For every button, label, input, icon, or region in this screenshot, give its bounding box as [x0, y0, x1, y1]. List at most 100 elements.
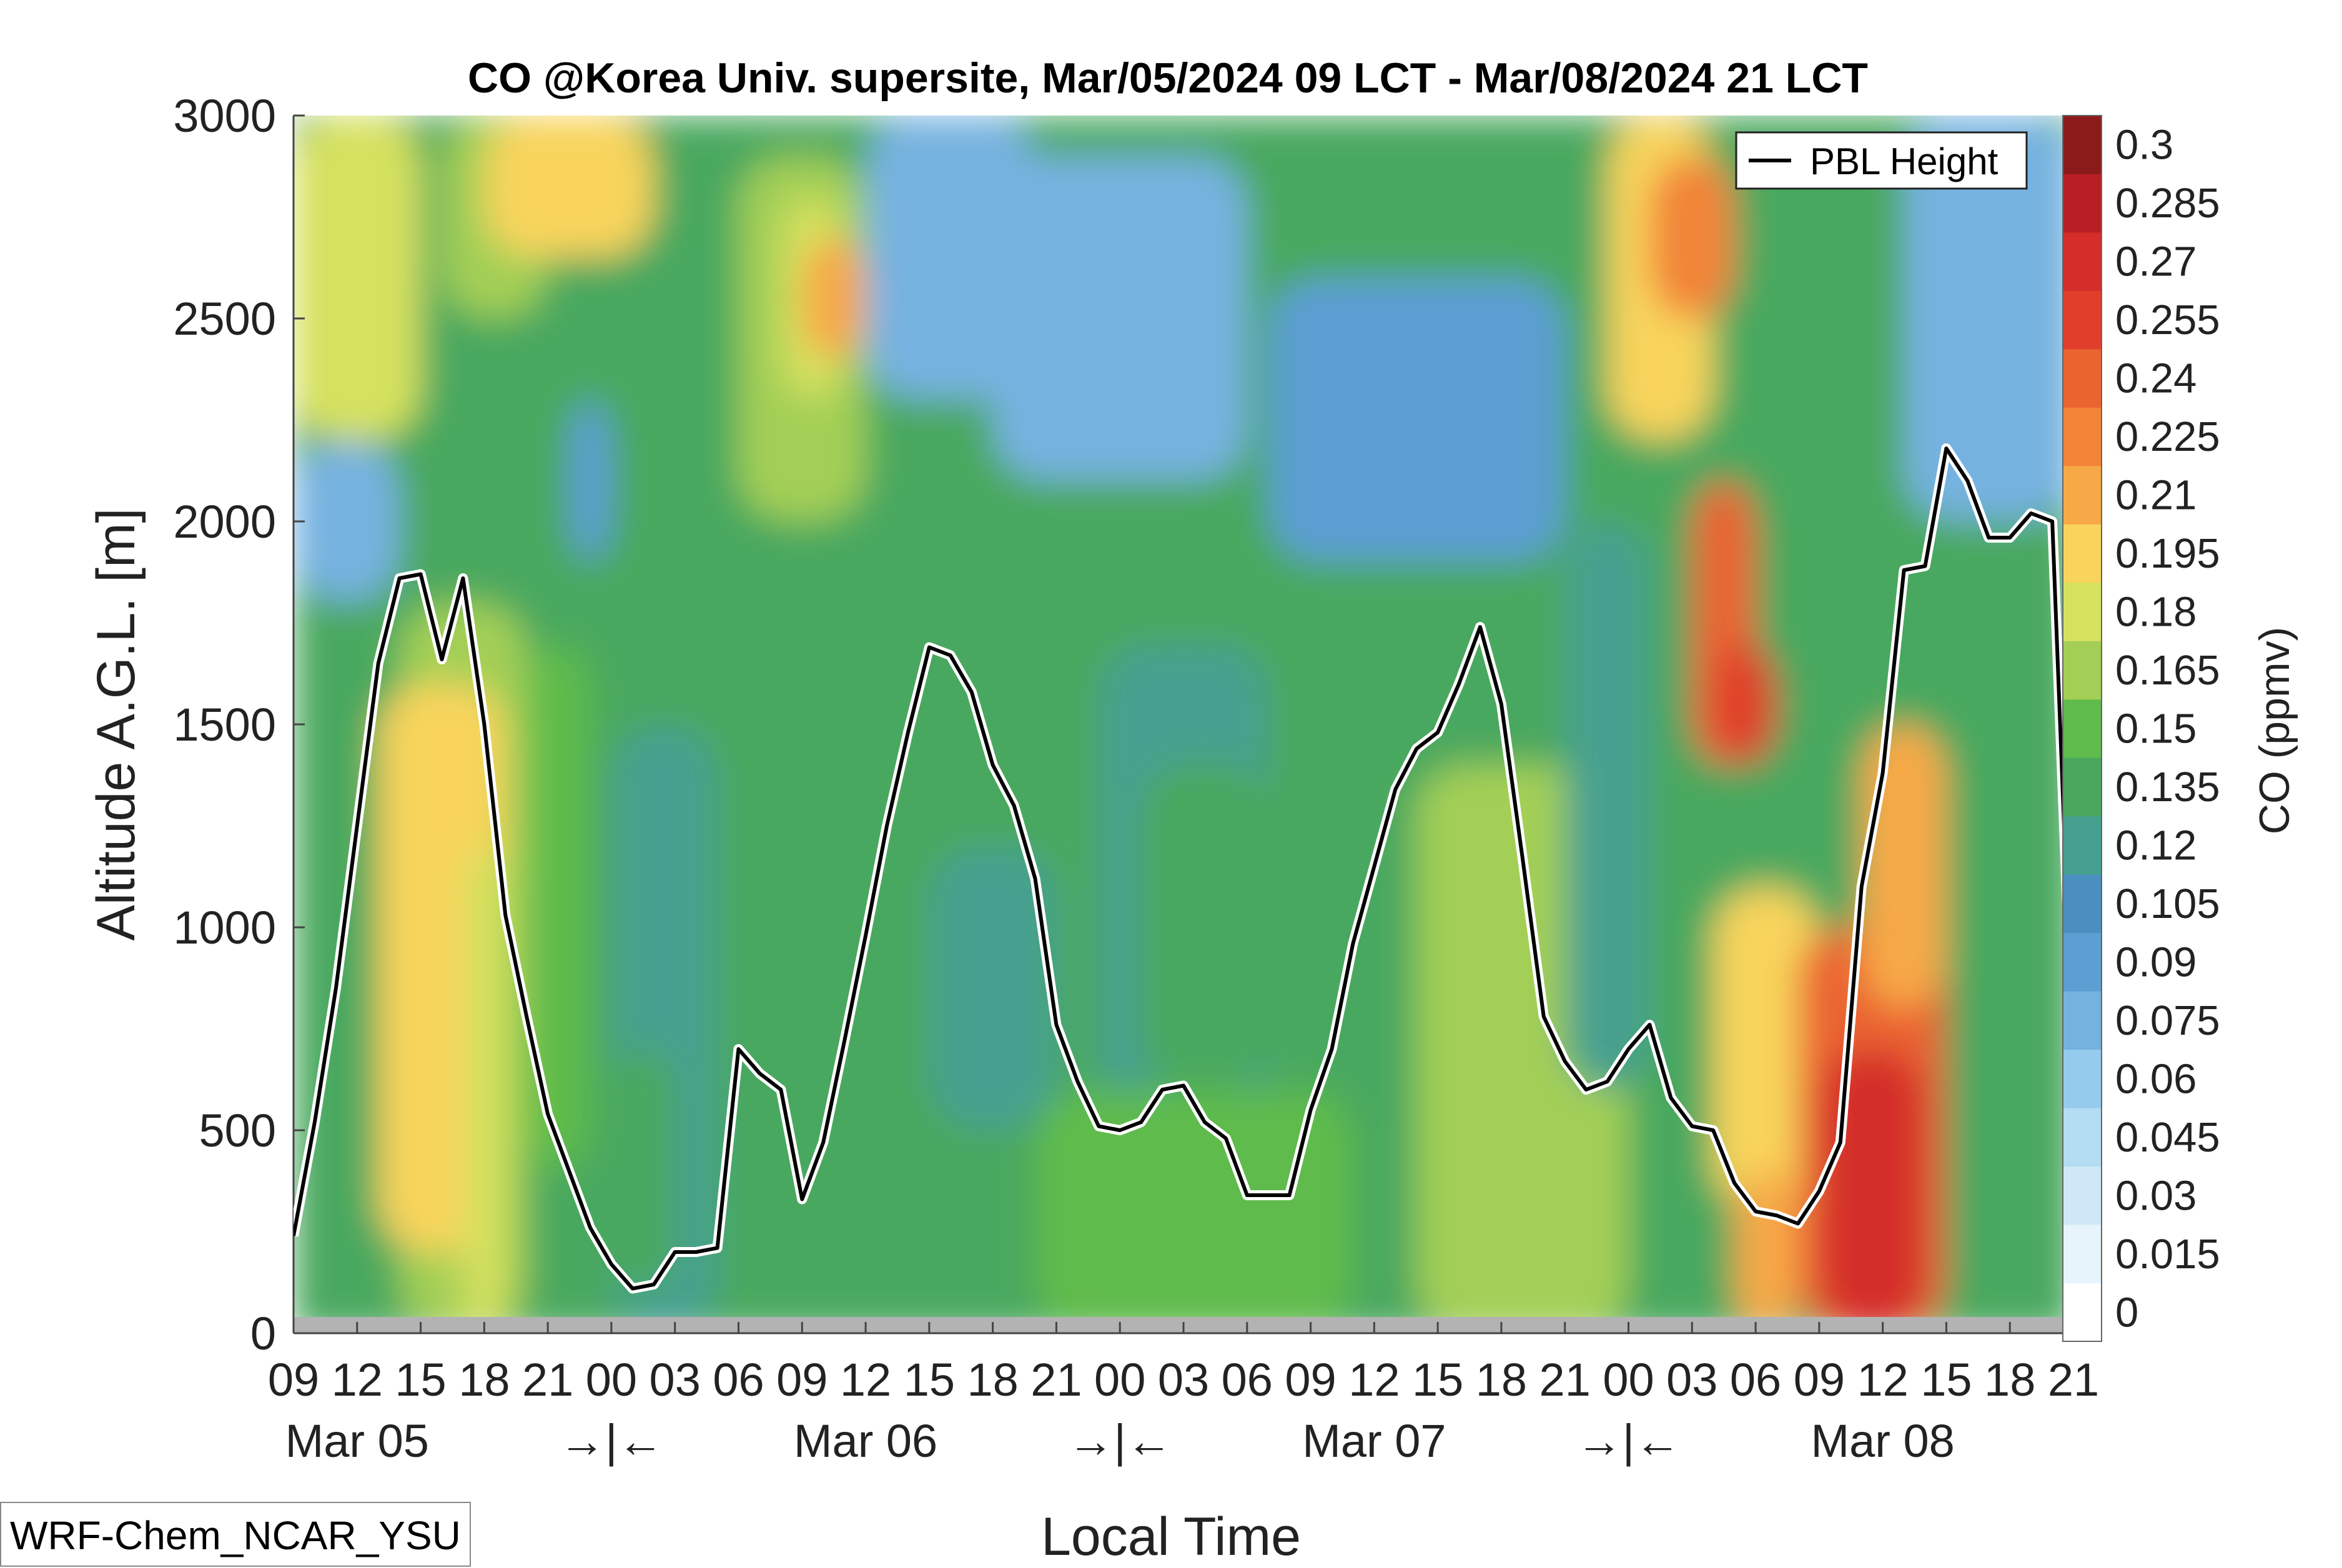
colorbar-swatch — [2063, 290, 2102, 350]
colorbar-tick-label: 0.18 — [2115, 589, 2196, 636]
co-field-patch — [1713, 643, 1777, 765]
colorbar-frame — [2062, 115, 2102, 1342]
x-tick-label: 00 — [586, 1354, 637, 1406]
x-axis-label: Local Time — [1041, 1507, 1301, 1561]
date-label: Mar 07 — [1302, 1415, 1446, 1467]
pbl-height-layer — [294, 443, 2073, 1294]
co-field-patch — [802, 237, 866, 359]
date-label: Mar 08 — [1811, 1415, 1954, 1467]
co-field-patch — [526, 643, 590, 1171]
colorbar-tick-label: 0.03 — [2115, 1172, 2196, 1219]
night-marker: →|← — [1068, 1415, 1172, 1467]
legend: PBL Height — [1735, 131, 2028, 190]
colorbar-tick-label: 0.3 — [2115, 122, 2173, 169]
x-tick-label: 15 — [1412, 1354, 1463, 1406]
co-field-patch — [1035, 1090, 1353, 1333]
co-field-patch — [294, 440, 400, 603]
co-field-patch — [1480, 846, 1565, 1211]
colorbar-swatch — [2063, 757, 2102, 817]
colorbar-tick-label: 0.12 — [2115, 822, 2196, 869]
co-field-patch — [1713, 887, 1819, 1211]
colorbar-swatch — [2063, 232, 2102, 291]
x-tick-label: 18 — [967, 1354, 1018, 1406]
co-field-patch — [484, 116, 654, 258]
co-field-patch — [1819, 1049, 1925, 1333]
colorbar-tick-label: 0.09 — [2115, 939, 2196, 985]
colorbar: 0 0.015 0.03 0.045 0.06 0.075 0.09 0.105 0.12 0.1… — [2062, 115, 2298, 1342]
colorbar-label: CO (ppmv) — [2251, 627, 2298, 834]
colorbar-swatch — [2063, 348, 2102, 408]
colorbar-swatch — [2063, 1283, 2102, 1342]
x-tick-label: 09 — [1285, 1354, 1336, 1406]
co-field-patch — [611, 1049, 675, 1293]
x-tick-label: 21 — [1030, 1354, 1082, 1406]
x-tick-label: 09 — [776, 1354, 828, 1406]
colorbar-tick-label: 0.285 — [2115, 180, 2220, 227]
co-field-patch — [1967, 724, 2073, 1130]
colorbar-tick-label: 0.165 — [2115, 647, 2220, 694]
co-field-patch — [1268, 278, 1565, 562]
chart-title: CO @Korea Univ. supersite, Mar/05/2024 0… — [468, 54, 1868, 102]
y-tick-label: 2500 — [173, 293, 276, 345]
x-tick-label: 18 — [458, 1354, 510, 1406]
x-tick-label: 15 — [1920, 1354, 1972, 1406]
colorbar-tick-label: 0.015 — [2115, 1231, 2220, 1278]
co-field-patch — [992, 156, 1247, 481]
x-tick-label: 09 — [268, 1354, 319, 1406]
pbl-height-line — [294, 446, 2073, 1291]
colorbar-swatch — [2063, 524, 2102, 583]
colorbar-swatch — [2063, 116, 2102, 174]
x-tick-label: 12 — [840, 1354, 891, 1406]
x-tick-label: 21 — [522, 1354, 573, 1406]
colorbar-swatch — [2063, 874, 2102, 934]
x-tick-label: 00 — [1603, 1354, 1654, 1406]
co-field-patch — [463, 846, 506, 1333]
colorbar-swatch — [2063, 699, 2102, 758]
x-tick-label: 18 — [1984, 1354, 2035, 1406]
x-tick-label: 21 — [2048, 1354, 2099, 1406]
colorbar-swatch — [2063, 1166, 2102, 1225]
x-tick-label: 21 — [1539, 1354, 1591, 1406]
date-label: Mar 06 — [794, 1415, 937, 1467]
co-field-patch — [569, 400, 611, 562]
x-tick-label: 15 — [904, 1354, 955, 1406]
colorbar-tick-label: 0.24 — [2115, 355, 2196, 402]
colorbar-swatch — [2063, 641, 2102, 700]
colorbar-tick-label: 0.255 — [2115, 297, 2220, 343]
co-field-patch — [929, 846, 1057, 1130]
y-tick-label: 3000 — [173, 90, 276, 142]
colorbar-swatch — [2063, 582, 2102, 641]
y-tick-label: 0 — [250, 1308, 276, 1359]
y-tick-label: 1000 — [173, 902, 276, 954]
date-label: Mar 05 — [285, 1415, 429, 1467]
co-field-patch — [1904, 116, 2073, 521]
x-tick-label: 09 — [1794, 1354, 1845, 1406]
colorbar-tick-label: 0.105 — [2115, 880, 2220, 927]
colorbar-tick-label: 0.21 — [2115, 472, 2196, 519]
colorbar-tick-label: 0 — [2115, 1289, 2138, 1336]
legend-label: PBL Height — [1810, 141, 1999, 182]
x-tick-label: 12 — [1857, 1354, 1908, 1406]
x-tick-label: 12 — [1348, 1354, 1400, 1406]
x-tick-label: 18 — [1476, 1354, 1527, 1406]
x-tick-label: 12 — [332, 1354, 383, 1406]
y-tick-label: 1500 — [173, 699, 276, 751]
colorbar-swatch — [2063, 816, 2102, 875]
y-tick-label: 500 — [199, 1105, 276, 1156]
colorbar-swatch — [2063, 407, 2102, 466]
colorbar-tick-label: 0.06 — [2115, 1055, 2196, 1102]
colorbar-swatch — [2063, 174, 2102, 233]
co-field-patch — [866, 521, 1078, 765]
co-field-patch — [294, 116, 421, 440]
colorbar-tick-label: 0.195 — [2115, 530, 2220, 577]
x-tick-label: 06 — [1730, 1354, 1781, 1406]
x-tick-label: 03 — [1666, 1354, 1717, 1406]
night-marker: →|← — [1576, 1415, 1681, 1467]
co-field-patch — [1564, 521, 1650, 1090]
colorbar-swatch — [2063, 1108, 2102, 1167]
x-tick-label: 03 — [1158, 1354, 1209, 1406]
model-label: WRF-Chem_NCAR_YSU — [0, 1502, 471, 1567]
